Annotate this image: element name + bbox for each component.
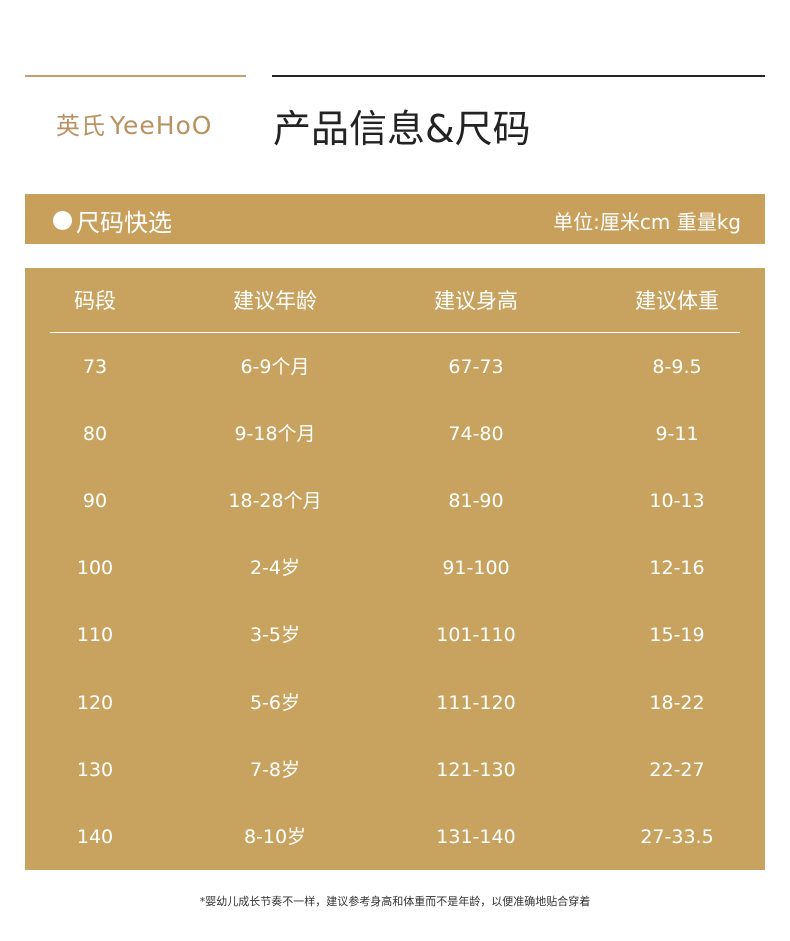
brand-logo: 英氏 YeeHoO: [56, 106, 212, 141]
table-cell: 120: [76, 691, 114, 714]
brand-name-en: YeeHoO: [110, 111, 213, 140]
footnote: *婴幼儿成长节奏不一样，建议参考身高和体重而不是年龄，以便准确地贴合穿着: [199, 895, 591, 908]
page-title: 产品信息&尺码: [273, 107, 531, 151]
table-row: 90 18-28个月 81-90 10-13: [25, 486, 765, 516]
table-cell: 5-6岁: [249, 691, 301, 714]
table-cell: 12-16: [649, 557, 705, 580]
table-header-row: 码段 建议年龄 建议身高 建议体重: [25, 286, 765, 316]
table-cell: 110: [76, 624, 114, 647]
section-header: 尺码快选 单位:厘米cm 重量kg: [25, 194, 765, 244]
column-header: 建议年龄: [233, 289, 317, 313]
table-cell: 121-130: [436, 758, 516, 781]
table-cell: 111-120: [436, 691, 516, 714]
table-cell: 7-8岁: [249, 758, 301, 781]
column-header: 建议身高: [434, 289, 518, 313]
header-divider-dark: [272, 75, 765, 77]
table-cell: 130: [76, 758, 114, 781]
table-row: 140 8-10岁 131-140 27-33.5: [25, 822, 765, 852]
table-cell: 18-22: [649, 691, 705, 714]
bullet-icon: [53, 211, 72, 230]
table-cell: 9-18个月: [234, 423, 316, 446]
table-cell: 3-5岁: [249, 624, 301, 647]
table-cell: 8-10岁: [243, 825, 307, 848]
table-cell: 90: [82, 490, 108, 513]
table-cell: 67-73: [448, 356, 504, 378]
table-cell: 91-100: [442, 557, 510, 580]
column-header: 码段: [74, 289, 116, 313]
table-header-divider: [50, 332, 740, 333]
table-cell: 101-110: [436, 624, 516, 647]
table-cell: 74-80: [448, 423, 504, 446]
table-row: 80 9-18个月 74-80 9-11: [25, 419, 765, 449]
table-row: 130 7-8岁 121-130 22-27: [25, 755, 765, 785]
column-header: 建议体重: [635, 289, 719, 313]
size-table: 码段 建议年龄 建议身高 建议体重 73 6-9个月 67-73 8-9.5 80 9-18个月 7…: [25, 268, 765, 870]
table-cell: 27-33.5: [640, 825, 714, 848]
table-row: 110 3-5岁 101-110 15-19: [25, 620, 765, 650]
header-divider-gold: [25, 75, 246, 77]
brand-name-cn: 英氏: [56, 112, 106, 140]
units-label: 单位:厘米cm 重量kg: [553, 210, 741, 234]
table-cell: 2-4岁: [249, 557, 301, 580]
table-cell: 140: [76, 825, 114, 848]
table-cell: 73: [82, 356, 108, 378]
table-row: 120 5-6岁 111-120 18-22: [25, 688, 765, 718]
table-row: 100 2-4岁 91-100 12-16: [25, 553, 765, 583]
table-cell: 8-9.5: [652, 356, 702, 378]
table-cell: 80: [82, 423, 108, 446]
table-cell: 100: [76, 557, 114, 580]
table-cell: 10-13: [649, 490, 705, 513]
table-row: 73 6-9个月 67-73 8-9.5: [25, 352, 765, 382]
table-cell: 9-11: [655, 423, 699, 446]
section-title: 尺码快选: [76, 209, 172, 237]
table-cell: 81-90: [448, 490, 504, 513]
table-cell: 15-19: [649, 624, 705, 647]
table-cell: 6-9个月: [240, 356, 310, 378]
table-cell: 22-27: [649, 758, 705, 781]
table-cell: 131-140: [436, 825, 516, 848]
table-cell: 18-28个月: [228, 490, 322, 513]
